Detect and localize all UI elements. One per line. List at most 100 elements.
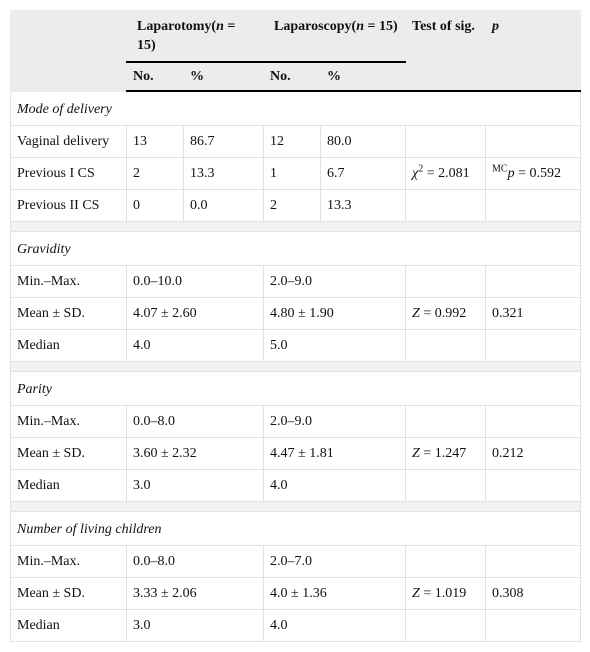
row-label: Mean ± SD. bbox=[10, 437, 127, 470]
test-cell bbox=[405, 469, 487, 502]
cell-text: = 0.592 bbox=[514, 166, 561, 181]
test-cell: Z = 1.247 bbox=[405, 437, 487, 470]
cell-text: Laparoscopy( bbox=[274, 19, 357, 34]
value-cell: 4.0 bbox=[125, 329, 265, 362]
value-cell: 0.0–10.0 bbox=[125, 265, 265, 298]
superscript: MC bbox=[492, 163, 508, 175]
row-label: Mean ± SD. bbox=[10, 577, 127, 610]
group-header: Laparoscopy(n = 15) bbox=[263, 10, 407, 63]
symbol: Z bbox=[412, 586, 420, 601]
subheader-cell: % bbox=[182, 61, 265, 92]
test-cell bbox=[405, 265, 487, 298]
subheader-cell bbox=[485, 61, 582, 92]
spacer-row bbox=[9, 501, 582, 512]
p-symbol: p bbox=[492, 19, 500, 34]
data-row: Vaginal delivery 13 86.7 12 80.0 bbox=[10, 125, 582, 158]
data-row: Previous I CS 2 13.3 1 6.7 χ2 = 2.081 MCp = 0.… bbox=[10, 157, 582, 190]
value-cell: 80.0 bbox=[320, 125, 407, 158]
section-row: Mode of delivery bbox=[9, 90, 582, 126]
value-cell: 2 bbox=[263, 189, 322, 222]
value-cell: 0.0–8.0 bbox=[125, 405, 265, 438]
superscript: 2 bbox=[418, 163, 424, 175]
cell-text: = 15) bbox=[137, 19, 236, 53]
cell-text: = 1.247 bbox=[419, 446, 467, 461]
row-label: Previous II CS bbox=[10, 189, 127, 222]
section-title: Parity bbox=[9, 371, 582, 406]
value-cell: 3.0 bbox=[125, 469, 265, 502]
section-row: Gravidity bbox=[9, 231, 582, 266]
subheader-cell: No. bbox=[263, 61, 322, 92]
value-cell: 13.3 bbox=[320, 189, 407, 222]
value-cell: 2.0–7.0 bbox=[263, 545, 407, 578]
subheader-cell: No. bbox=[126, 61, 184, 92]
row-label: Median bbox=[10, 329, 127, 362]
symbol: Z bbox=[412, 306, 420, 321]
test-cell: χ2 = 2.081 bbox=[405, 157, 487, 190]
p-cell bbox=[485, 329, 582, 362]
p-cell: 0.321 bbox=[485, 297, 582, 330]
value-cell: 4.0 ± 1.36 bbox=[263, 577, 407, 610]
value-cell: 4.80 ± 1.90 bbox=[263, 297, 407, 330]
cell-text: Laparotomy( bbox=[137, 19, 217, 34]
section-title: Mode of delivery bbox=[9, 90, 582, 126]
test-cell bbox=[405, 405, 487, 438]
data-row: Min.–Max. 0.0–8.0 2.0–9.0 bbox=[10, 405, 582, 438]
table-header: Laparotomy(n = 15) Laparoscopy(n = 15) T… bbox=[10, 10, 582, 92]
data-row: Min.–Max. 0.0–10.0 2.0–9.0 bbox=[10, 265, 582, 298]
p-cell bbox=[485, 469, 582, 502]
spacer-cell bbox=[9, 501, 582, 512]
data-row: Previous II CS 0 0.0 2 13.3 bbox=[10, 189, 582, 222]
spacer-cell bbox=[9, 361, 582, 372]
p-cell: MCp = 0.592 bbox=[485, 157, 582, 190]
value-cell: 4.47 ± 1.81 bbox=[263, 437, 407, 470]
row-label: Min.–Max. bbox=[10, 405, 127, 438]
row-label: Median bbox=[10, 609, 127, 642]
symbol: n bbox=[356, 19, 365, 34]
subheader-row: No.% No.% bbox=[11, 61, 582, 92]
value-cell: 2.0–9.0 bbox=[263, 265, 407, 298]
p-header: p bbox=[485, 10, 582, 63]
symbol: n bbox=[216, 19, 224, 34]
value-cell: 2.0–9.0 bbox=[263, 405, 407, 438]
cell-text: = 2.081 bbox=[423, 166, 470, 181]
subheader-cell bbox=[405, 61, 487, 92]
p-cell bbox=[485, 405, 582, 438]
data-row: Median 3.0 4.0 bbox=[10, 469, 582, 502]
data-row: Mean ± SD. 3.33 ± 2.06 4.0 ± 1.36 Z = 1.019… bbox=[10, 577, 582, 610]
cell-text: = 1.019 bbox=[419, 586, 467, 601]
spacer-row bbox=[9, 221, 582, 232]
test-header: Test of sig. bbox=[405, 10, 487, 63]
symbol: Z bbox=[412, 446, 420, 461]
p-cell bbox=[485, 545, 582, 578]
value-cell: 12 bbox=[263, 125, 322, 158]
value-cell: 3.0 bbox=[125, 609, 265, 642]
section-row: Number of living children bbox=[9, 511, 582, 546]
data-row: Mean ± SD. 3.60 ± 2.32 4.47 ± 1.81 Z = 1.24… bbox=[10, 437, 582, 470]
section-row: Parity bbox=[9, 371, 582, 406]
value-cell: 13.3 bbox=[182, 157, 265, 190]
p-cell bbox=[485, 265, 582, 298]
test-cell bbox=[405, 329, 487, 362]
cell-text: 0.212 bbox=[492, 446, 524, 461]
spacer-row bbox=[9, 361, 582, 372]
value-cell: 4.0 bbox=[263, 469, 407, 502]
test-cell: Z = 1.019 bbox=[405, 577, 487, 610]
cell-text: = 15) bbox=[364, 19, 398, 34]
value-cell: 4.07 ± 2.60 bbox=[125, 297, 265, 330]
symbol: p bbox=[507, 166, 515, 181]
value-cell: 0 bbox=[126, 189, 184, 222]
symbol: χ bbox=[412, 166, 419, 181]
test-cell bbox=[405, 609, 487, 642]
row-label: Median bbox=[10, 469, 127, 502]
table-body: Mode of delivery Vaginal delivery 13 86.7 12… bbox=[9, 90, 582, 642]
header-row: Laparotomy(n = 15) Laparoscopy(n = 15) T… bbox=[10, 10, 582, 92]
data-row: Mean ± SD. 4.07 ± 2.60 4.80 ± 1.90 Z = 0.99… bbox=[10, 297, 582, 330]
section-title: Number of living children bbox=[9, 511, 582, 546]
value-cell: 86.7 bbox=[182, 125, 265, 158]
row-label: Previous I CS bbox=[10, 157, 127, 190]
p-cell bbox=[485, 189, 582, 222]
value-cell: 0.0 bbox=[182, 189, 265, 222]
test-cell: Z = 0.992 bbox=[405, 297, 487, 330]
p-cell bbox=[485, 125, 582, 158]
